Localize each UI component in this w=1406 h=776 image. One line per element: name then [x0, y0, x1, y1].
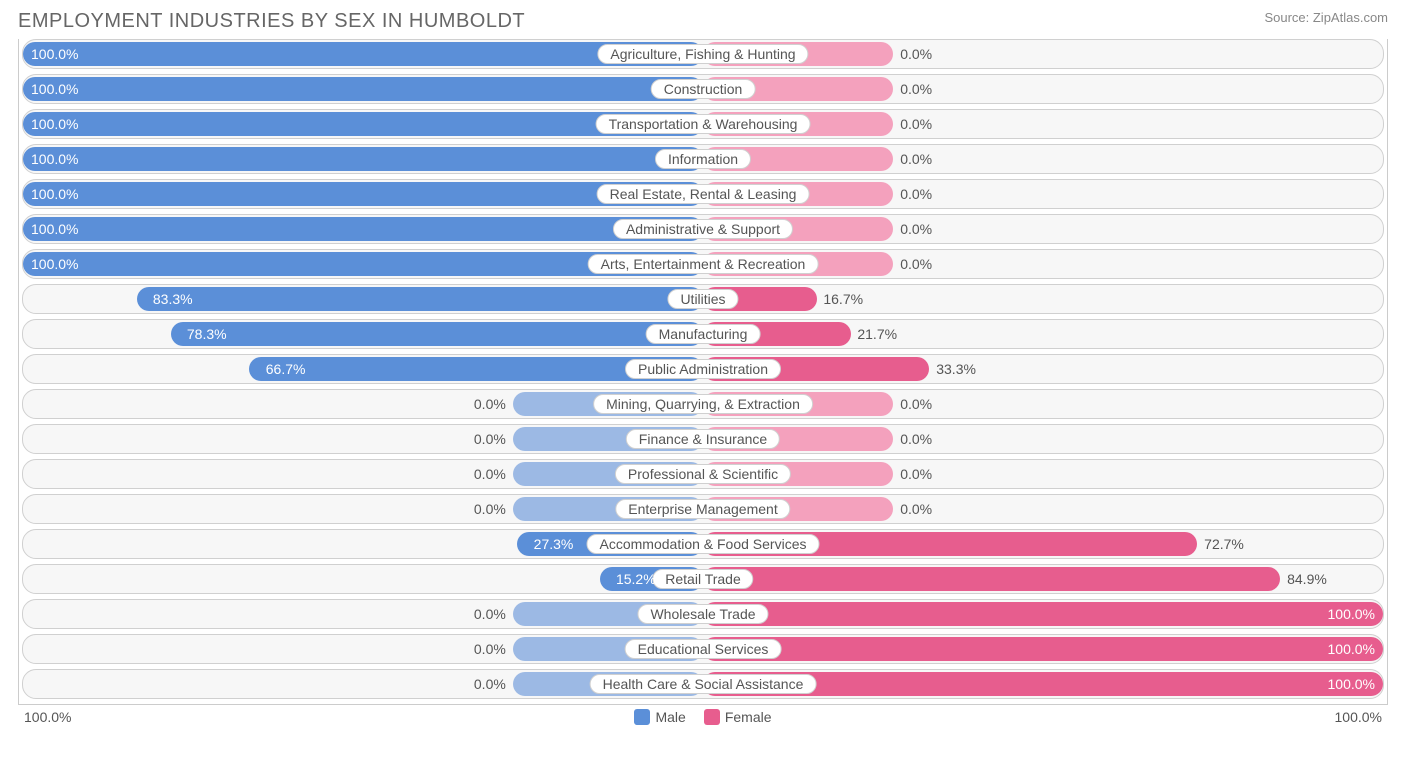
- bar-row: Educational Services 0.0% 100.0%: [22, 634, 1384, 664]
- bar-male-value: 0.0%: [474, 466, 506, 482]
- legend-swatch-female: [704, 709, 720, 725]
- bar-female-value: 0.0%: [900, 256, 932, 272]
- bar-row: Agriculture, Fishing & Hunting 100.0% 0.0%: [22, 39, 1384, 69]
- bar-category-label: Wholesale Trade: [637, 604, 768, 624]
- bar-category-label: Manufacturing: [646, 324, 761, 344]
- bar-male-value: 66.7%: [266, 361, 306, 377]
- bar-row: Mining, Quarrying, & Extraction 0.0% 0.0%: [22, 389, 1384, 419]
- bar-category-label: Transportation & Warehousing: [596, 114, 811, 134]
- chart-title: EMPLOYMENT INDUSTRIES BY SEX IN HUMBOLDT: [18, 10, 525, 33]
- bar-category-label: Administrative & Support: [613, 219, 793, 239]
- bar-category-label: Accommodation & Food Services: [587, 534, 820, 554]
- bar-category-label: Finance & Insurance: [626, 429, 780, 449]
- bar-row: Arts, Entertainment & Recreation 100.0% 0.…: [22, 249, 1384, 279]
- bar-female: [703, 567, 1280, 591]
- bar-male-value: 100.0%: [31, 81, 78, 97]
- bar-category-label: Utilities: [667, 289, 738, 309]
- bar-female-value: 100.0%: [1328, 641, 1375, 657]
- bar-male-value: 0.0%: [474, 396, 506, 412]
- bar-female: [703, 602, 1383, 626]
- bar-row: Transportation & Warehousing 100.0% 0.0%: [22, 109, 1384, 139]
- bar-category-label: Mining, Quarrying, & Extraction: [593, 394, 813, 414]
- bar-female-value: 0.0%: [900, 81, 932, 97]
- bar-row: Public Administration 66.7% 33.3%: [22, 354, 1384, 384]
- bar-category-label: Educational Services: [625, 639, 782, 659]
- bar-male-value: 100.0%: [31, 186, 78, 202]
- axis-left-label: 100.0%: [24, 709, 71, 725]
- bar-male-value: 0.0%: [474, 501, 506, 517]
- bar-female-value: 0.0%: [900, 396, 932, 412]
- bar-category-label: Construction: [651, 79, 756, 99]
- legend: Male Female: [634, 709, 771, 725]
- bar-male: [23, 217, 703, 241]
- bar-row: Health Care & Social Assistance 0.0% 100.0…: [22, 669, 1384, 699]
- bar-category-label: Enterprise Management: [615, 499, 790, 519]
- chart-source: Source: ZipAtlas.com: [1264, 10, 1388, 25]
- bar-category-label: Retail Trade: [652, 569, 753, 589]
- bar-category-label: Agriculture, Fishing & Hunting: [597, 44, 808, 64]
- bar-male-value: 78.3%: [187, 326, 227, 342]
- bar-male-value: 0.0%: [474, 606, 506, 622]
- bar-row: Professional & Scientific 0.0% 0.0%: [22, 459, 1384, 489]
- bar-category-label: Real Estate, Rental & Leasing: [597, 184, 810, 204]
- bar-row: Accommodation & Food Services 27.3% 72.7%: [22, 529, 1384, 559]
- bar-female-value: 16.7%: [823, 291, 863, 307]
- bar-male: [23, 147, 703, 171]
- legend-swatch-male: [634, 709, 650, 725]
- bar-row: Retail Trade15.2% 84.9%: [22, 564, 1384, 594]
- bar-category-label: Arts, Entertainment & Recreation: [588, 254, 819, 274]
- bar-female: [703, 637, 1383, 661]
- bar-row: Administrative & Support 100.0% 0.0%: [22, 214, 1384, 244]
- bar-row: Information 100.0% 0.0%: [22, 144, 1384, 174]
- bar-female-value: 21.7%: [857, 326, 897, 342]
- legend-item-male: Male: [634, 709, 685, 725]
- bar-male-value: 83.3%: [153, 291, 193, 307]
- bar-row: Wholesale Trade 0.0% 100.0%: [22, 599, 1384, 629]
- bar-category-label: Public Administration: [625, 359, 781, 379]
- bar-male-value: 100.0%: [31, 256, 78, 272]
- bar-male-value: 100.0%: [31, 116, 78, 132]
- chart-footer: 100.0% Male Female 100.0%: [18, 705, 1388, 725]
- bar-male-value: 0.0%: [474, 676, 506, 692]
- bar-female-value: 0.0%: [900, 431, 932, 447]
- bar-row: Enterprise Management 0.0% 0.0%: [22, 494, 1384, 524]
- bar-female-value: 33.3%: [936, 361, 976, 377]
- bar-male: [23, 77, 703, 101]
- bar-female-value: 84.9%: [1287, 571, 1327, 587]
- bar-female-value: 0.0%: [900, 46, 932, 62]
- diverging-bar-chart: Agriculture, Fishing & Hunting 100.0% 0.0%…: [18, 39, 1388, 705]
- bar-row: Manufacturing 78.3% 21.7%: [22, 319, 1384, 349]
- bar-male-value: 100.0%: [31, 221, 78, 237]
- bar-female-value: 0.0%: [900, 221, 932, 237]
- bar-male-value: 27.3%: [534, 536, 574, 552]
- bar-male-value: 0.0%: [474, 431, 506, 447]
- bar-female-value: 100.0%: [1328, 606, 1375, 622]
- bar-female-value: 0.0%: [900, 186, 932, 202]
- bar-category-label: Health Care & Social Assistance: [590, 674, 817, 694]
- bar-male-value: 100.0%: [31, 151, 78, 167]
- bar-female-value: 0.0%: [900, 116, 932, 132]
- legend-label-female: Female: [725, 709, 772, 725]
- legend-item-female: Female: [704, 709, 772, 725]
- bar-male-value: 100.0%: [31, 46, 78, 62]
- bar-row: Construction 100.0% 0.0%: [22, 74, 1384, 104]
- bar-row: Utilities 83.3% 16.7%: [22, 284, 1384, 314]
- bar-male: [137, 287, 703, 311]
- bar-category-label: Professional & Scientific: [615, 464, 791, 484]
- bar-female-value: 0.0%: [900, 501, 932, 517]
- bar-category-label: Information: [655, 149, 751, 169]
- bar-row: Real Estate, Rental & Leasing 100.0% 0.0%: [22, 179, 1384, 209]
- bar-female-value: 0.0%: [900, 151, 932, 167]
- bar-male: [171, 322, 703, 346]
- bar-row: Finance & Insurance 0.0% 0.0%: [22, 424, 1384, 454]
- bar-female-value: 0.0%: [900, 466, 932, 482]
- bar-male-value: 0.0%: [474, 641, 506, 657]
- bar-female-value: 100.0%: [1328, 676, 1375, 692]
- bar-male-value: 15.2%: [616, 571, 656, 587]
- legend-label-male: Male: [655, 709, 685, 725]
- axis-right-label: 100.0%: [1335, 709, 1382, 725]
- chart-header: EMPLOYMENT INDUSTRIES BY SEX IN HUMBOLDT…: [18, 10, 1388, 33]
- bar-female-value: 72.7%: [1204, 536, 1244, 552]
